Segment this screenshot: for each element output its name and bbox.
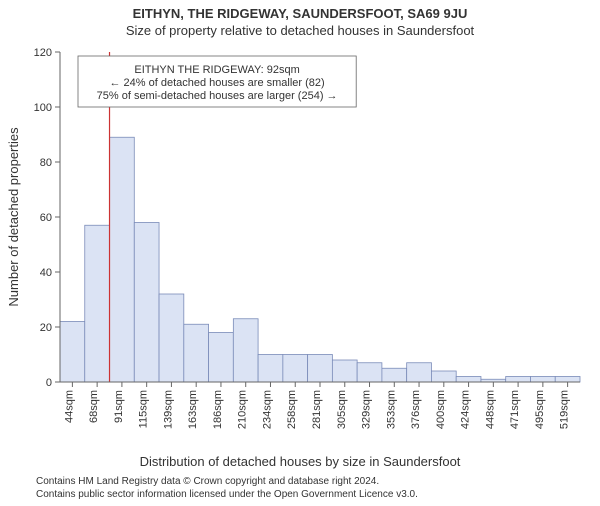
histogram-bar: [134, 223, 159, 383]
y-tick-label: 100: [34, 102, 52, 114]
x-tick-label: 495sqm: [534, 390, 546, 429]
histogram-bar: [159, 294, 184, 382]
histogram-bar: [530, 377, 555, 383]
histogram-chart: 0 20 40 60 80 100 120 44sqm 68sqm 91sqm 115sqm 139s…: [0, 42, 600, 452]
annotation-line: ← 24% of detached houses are smaller (82…: [109, 77, 324, 89]
histogram-bar: [110, 137, 135, 382]
chart-title-sub: Size of property relative to detached ho…: [0, 23, 600, 38]
y-axis-label: Number of detached properties: [6, 127, 21, 307]
x-tick-label: 305sqm: [336, 390, 348, 429]
chart-container: 0 20 40 60 80 100 120 44sqm 68sqm 91sqm 115sqm 139s…: [0, 42, 600, 452]
y-tick-label: 60: [40, 212, 52, 224]
histogram-bar: [407, 363, 432, 382]
chart-title-main: EITHYN, THE RIDGEWAY, SAUNDERSFOOT, SA69…: [0, 6, 600, 21]
x-axis-label: Distribution of detached houses by size …: [0, 454, 600, 469]
histogram-bar: [431, 371, 456, 382]
histogram-bar: [382, 368, 407, 382]
x-tick-label: 186sqm: [212, 390, 224, 429]
histogram-bar: [506, 377, 531, 383]
footer-line-1: Contains HM Land Registry data © Crown c…: [36, 475, 600, 488]
x-tick-label: 115sqm: [138, 390, 150, 428]
annotation-line: EITHYN THE RIDGEWAY: 92sqm: [134, 64, 299, 76]
histogram-bar: [85, 225, 110, 382]
y-tick-label: 120: [34, 47, 52, 59]
x-tick-label: 424sqm: [460, 390, 472, 429]
y-tick-label: 0: [46, 377, 52, 389]
x-tick-label: 281sqm: [311, 390, 323, 429]
histogram-bar: [233, 319, 258, 382]
x-tick-label: 376sqm: [410, 390, 422, 429]
histogram-bar: [308, 355, 333, 383]
x-tick-label: 44sqm: [63, 390, 75, 423]
histogram-bar: [209, 333, 234, 383]
x-tick-label: 471sqm: [509, 390, 521, 429]
footer-attribution: Contains HM Land Registry data © Crown c…: [36, 475, 600, 501]
histogram-bar: [332, 360, 357, 382]
histogram-bar: [283, 355, 308, 383]
x-tick-label: 68sqm: [88, 390, 100, 423]
histogram-bar: [357, 363, 382, 382]
x-tick-label: 234sqm: [261, 390, 273, 429]
x-tick-label: 353sqm: [385, 390, 397, 429]
histogram-bar: [258, 355, 283, 383]
x-tick-label: 448sqm: [484, 390, 496, 429]
annotation-line: 75% of semi-detached houses are larger (…: [97, 90, 338, 102]
y-tick-label: 20: [40, 322, 52, 334]
y-tick-label: 80: [40, 157, 52, 169]
histogram-bar: [456, 377, 481, 383]
histogram-bar: [555, 377, 580, 383]
x-tick-label: 329sqm: [361, 390, 373, 429]
histogram-bar: [60, 322, 85, 383]
x-tick-label: 210sqm: [237, 390, 249, 429]
x-tick-label: 163sqm: [187, 390, 199, 429]
histogram-bar: [184, 324, 209, 382]
x-tick-label: 91sqm: [113, 390, 125, 423]
x-tick-label: 139sqm: [162, 390, 174, 429]
x-tick-label: 519sqm: [559, 390, 571, 429]
footer-line-2: Contains public sector information licen…: [36, 488, 600, 501]
y-tick-label: 40: [40, 267, 52, 279]
x-tick-label: 400sqm: [435, 390, 447, 429]
x-tick-label: 258sqm: [286, 390, 298, 429]
